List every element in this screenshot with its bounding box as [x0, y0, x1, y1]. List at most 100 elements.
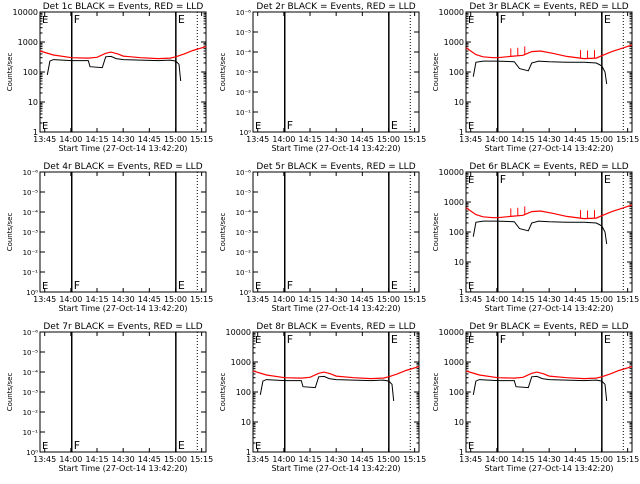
y-axis-label: Counts/sec	[432, 213, 440, 252]
marker-label-e: E	[391, 119, 398, 132]
y-axis-label: Counts/sec	[432, 53, 440, 92]
marker-label-e: E	[391, 333, 398, 346]
corner-label-e: E	[42, 441, 48, 452]
marker-label-f: F	[500, 13, 506, 26]
y-tick-label: 10⁻¹	[23, 429, 39, 437]
lld-series-line	[252, 366, 420, 380]
y-tick-label: 10⁻⁵	[23, 349, 39, 357]
corner-label-e: E	[468, 281, 474, 292]
x-tick-label: 13:45	[459, 135, 482, 144]
x-tick-label: 14:30	[538, 135, 561, 144]
y-tick-label: 10⁰	[239, 129, 251, 137]
y-tick-label: 10⁻⁴	[23, 369, 39, 377]
y-tick-label: 100	[236, 388, 251, 397]
x-tick-label: 14:00	[59, 455, 82, 464]
lld-series-line	[465, 366, 633, 380]
y-tick-label: 10000	[13, 8, 38, 17]
y-tick-label: 1	[246, 448, 251, 457]
x-tick-label: 13:45	[459, 455, 482, 464]
plot-frame	[465, 11, 633, 133]
x-axis-label: Start Time (27-Oct-14 13:42:20)	[484, 464, 613, 473]
panel-title: Det 7r BLACK = Events, RED = LLD	[43, 322, 202, 332]
marker-label-f: F	[287, 333, 293, 346]
x-tick-label: 14:15	[85, 455, 108, 464]
x-tick-label: 15:15	[190, 135, 213, 144]
corner-label-e: E	[468, 15, 474, 26]
x-axis-label: Start Time (27-Oct-14 13:42:20)	[271, 144, 400, 153]
events-series-line	[259, 375, 395, 402]
y-tick-label: 10	[454, 418, 464, 427]
y-axis-label: Counts/sec	[219, 53, 227, 92]
marker-label-f: F	[500, 333, 506, 346]
x-tick-label: 14:15	[85, 135, 108, 144]
y-tick-label: 10⁰	[26, 449, 38, 457]
y-tick-label: 10⁻⁵	[236, 29, 252, 37]
corner-label-e: E	[468, 441, 474, 452]
y-tick-label: 10⁻⁶	[236, 9, 252, 17]
x-tick-label: 15:00	[590, 295, 613, 304]
y-tick-label: 1	[33, 128, 38, 137]
y-tick-label: 1000	[18, 38, 38, 47]
y-tick-label: 10⁻⁶	[23, 329, 39, 337]
y-tick-label: 10⁻²	[236, 249, 252, 257]
x-tick-label: 15:00	[590, 455, 613, 464]
x-tick-label: 14:00	[272, 455, 295, 464]
y-tick-label: 1000	[444, 358, 464, 367]
y-axis-label: Counts/sec	[6, 213, 14, 252]
marker-label-e: E	[178, 279, 185, 292]
x-tick-label: 15:15	[403, 135, 426, 144]
y-tick-label: 10⁻⁵	[23, 189, 39, 197]
marker-label-f: F	[287, 279, 293, 292]
x-tick-label: 14:00	[272, 295, 295, 304]
y-tick-label: 100	[23, 68, 38, 77]
x-tick-label: 14:00	[59, 135, 82, 144]
y-tick-label: 10000	[226, 328, 251, 337]
x-tick-label: 15:00	[164, 135, 187, 144]
x-tick-label: 15:00	[164, 295, 187, 304]
x-tick-label: 14:30	[112, 455, 135, 464]
y-tick-label: 10⁻⁴	[23, 209, 39, 217]
x-tick-label: 15:15	[403, 455, 426, 464]
x-tick-label: 14:45	[564, 135, 587, 144]
x-axis-label: Start Time (27-Oct-14 13:42:20)	[58, 464, 187, 473]
x-tick-label: 15:00	[377, 295, 400, 304]
y-tick-label: 10⁻⁴	[236, 209, 252, 217]
plot-frame	[252, 11, 420, 133]
y-tick-label: 10000	[439, 168, 464, 177]
corner-label-e: E	[255, 335, 261, 346]
x-tick-label: 14:30	[538, 295, 561, 304]
plot-frame	[39, 11, 207, 133]
x-tick-label: 14:30	[112, 295, 135, 304]
corner-label-e: E	[468, 175, 474, 186]
x-tick-label: 15:00	[590, 135, 613, 144]
x-tick-label: 14:30	[112, 135, 135, 144]
x-tick-label: 13:45	[33, 135, 56, 144]
x-axis-label: Start Time (27-Oct-14 13:42:20)	[271, 464, 400, 473]
events-series-line	[472, 220, 608, 244]
y-tick-label: 10	[454, 98, 464, 107]
x-tick-label: 14:15	[511, 455, 534, 464]
panel-title: Det 6r BLACK = Events, RED = LLD	[469, 162, 628, 172]
panel-title: Det 2r BLACK = Events, RED = LLD	[256, 2, 415, 12]
x-axis-label: Start Time (27-Oct-14 13:42:20)	[58, 144, 187, 153]
marker-label-f: F	[74, 439, 80, 452]
x-tick-label: 15:15	[616, 135, 639, 144]
x-tick-label: 13:45	[246, 455, 269, 464]
y-tick-label: 1000	[231, 358, 251, 367]
y-tick-label: 1000	[444, 198, 464, 207]
y-tick-label: 1	[459, 448, 464, 457]
x-axis-label: Start Time (27-Oct-14 13:42:20)	[58, 304, 187, 313]
corner-label-e: E	[42, 15, 48, 26]
y-axis-label: Counts/sec	[432, 373, 440, 412]
x-tick-label: 14:45	[138, 135, 161, 144]
y-tick-label: 10⁻²	[23, 249, 39, 257]
y-tick-label: 10⁻³	[23, 229, 39, 237]
corner-label-e: E	[255, 121, 261, 132]
plot-frame	[465, 331, 633, 453]
y-axis-label: Counts/sec	[219, 373, 227, 412]
corner-label-e: E	[468, 121, 474, 132]
marker-label-f: F	[500, 173, 506, 186]
